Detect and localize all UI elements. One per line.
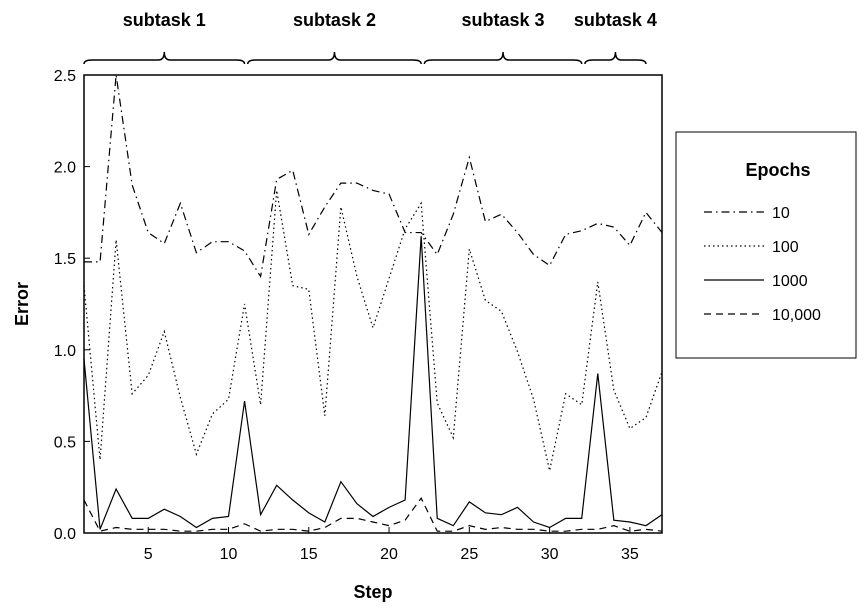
- plot-frame: [83, 74, 663, 534]
- series-line-10: [84, 74, 663, 279]
- subtask-label: subtask 1: [123, 10, 206, 30]
- x-tick-label: 5: [144, 546, 153, 563]
- x-tick-label: 30: [541, 546, 559, 563]
- x-axis-title: Step: [353, 582, 392, 602]
- y-tick-label: 2.5: [54, 68, 76, 85]
- subtask-bracket: [83, 51, 246, 65]
- plot-area: [83, 74, 663, 534]
- subtask-bracket: [423, 51, 583, 65]
- x-tick-label: 15: [300, 546, 318, 563]
- x-tick-label: 20: [380, 546, 398, 563]
- subtask-label: subtask 4: [574, 10, 657, 30]
- y-tick-label: 0.5: [54, 434, 76, 451]
- legend-title: Epochs: [745, 160, 810, 180]
- legend-box: [675, 131, 857, 359]
- subtask-label: subtask 3: [462, 10, 545, 30]
- series-line-100: [83, 190, 663, 471]
- x-tick-label: 35: [621, 546, 639, 563]
- subtask-bracket: [584, 51, 647, 65]
- y-tick-label: 0.0: [54, 526, 76, 543]
- y-tick-label: 2.0: [54, 160, 76, 177]
- legend-entry-label: 100: [772, 239, 799, 256]
- y-tick-label: 1.5: [54, 251, 76, 268]
- legend-entry-label: 1000: [772, 273, 808, 290]
- series-line-1000: [83, 236, 663, 530]
- legend-entry-label: 10: [772, 205, 790, 222]
- subtask-label: subtask 2: [293, 10, 376, 30]
- legend: Epochs 10 100 1000 10,000: [675, 131, 857, 359]
- x-tick-label: 25: [460, 546, 478, 563]
- y-axis-title: Error: [12, 282, 32, 326]
- series-lines: [83, 74, 663, 532]
- x-tick-label: 10: [220, 546, 238, 563]
- legend-entry-label: 10,000: [772, 307, 821, 324]
- subtask-brackets: subtask 1 subtask 2 subtask 3 subtask 4: [83, 10, 657, 65]
- axes: 5 10 15 20 25 30 35 0.0 0.5 1.0 1.5 2.0 2.5: [54, 68, 639, 563]
- y-tick-label: 1.0: [54, 343, 76, 360]
- series-line-10000: [83, 497, 663, 532]
- subtask-bracket: [247, 51, 422, 65]
